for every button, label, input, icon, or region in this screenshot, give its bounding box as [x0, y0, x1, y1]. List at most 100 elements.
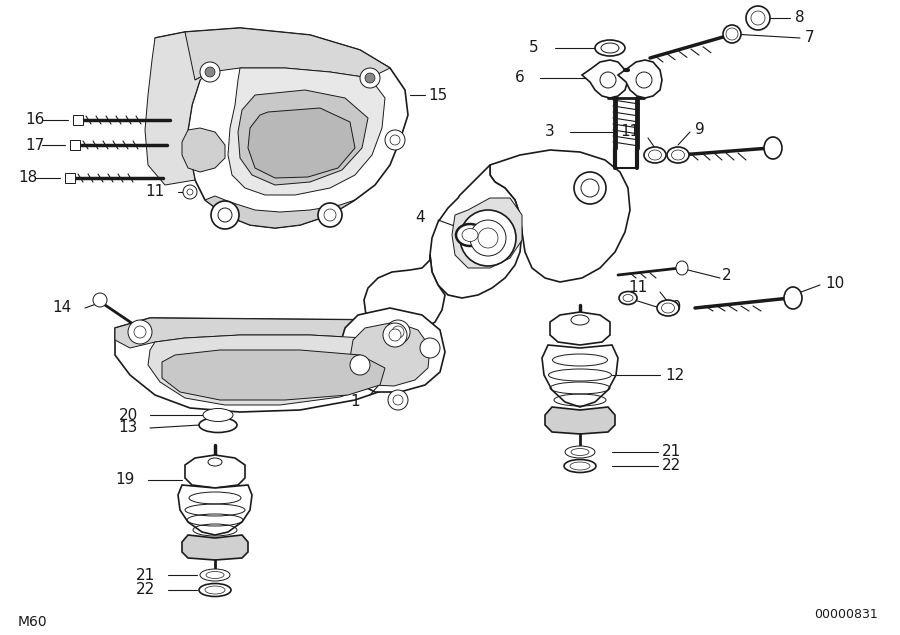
Ellipse shape — [784, 287, 802, 309]
Text: 22: 22 — [662, 458, 681, 474]
Circle shape — [360, 68, 380, 88]
Text: 20: 20 — [663, 300, 682, 316]
Ellipse shape — [649, 150, 662, 160]
Ellipse shape — [723, 25, 741, 43]
Polygon shape — [350, 322, 430, 386]
Polygon shape — [178, 485, 252, 535]
Text: 12: 12 — [665, 368, 684, 382]
Polygon shape — [185, 28, 390, 80]
Ellipse shape — [199, 584, 231, 596]
Polygon shape — [452, 198, 522, 268]
Text: 20: 20 — [119, 408, 138, 422]
Ellipse shape — [208, 458, 222, 466]
Ellipse shape — [662, 303, 674, 313]
Circle shape — [751, 11, 765, 25]
Text: 21: 21 — [662, 444, 681, 460]
Ellipse shape — [667, 147, 689, 163]
Circle shape — [581, 179, 599, 197]
Polygon shape — [490, 150, 630, 282]
Circle shape — [183, 185, 197, 199]
Ellipse shape — [671, 150, 685, 160]
Circle shape — [93, 293, 107, 307]
Circle shape — [383, 323, 407, 347]
Polygon shape — [340, 308, 445, 392]
Circle shape — [389, 329, 401, 341]
Polygon shape — [185, 455, 245, 488]
Polygon shape — [182, 128, 225, 172]
Ellipse shape — [570, 462, 590, 470]
Text: 11: 11 — [146, 185, 165, 199]
Ellipse shape — [205, 586, 225, 594]
Polygon shape — [70, 140, 80, 150]
Ellipse shape — [203, 408, 233, 422]
Polygon shape — [248, 108, 355, 178]
Polygon shape — [550, 312, 610, 345]
Circle shape — [390, 135, 400, 145]
Text: 14: 14 — [53, 300, 72, 316]
Text: 13: 13 — [119, 420, 138, 436]
Text: 16: 16 — [25, 112, 44, 128]
Polygon shape — [545, 407, 615, 434]
Polygon shape — [115, 318, 420, 412]
Circle shape — [218, 208, 232, 222]
Circle shape — [600, 72, 616, 88]
Polygon shape — [155, 28, 408, 228]
Polygon shape — [582, 60, 628, 98]
Text: 2: 2 — [722, 267, 732, 283]
Text: 19: 19 — [115, 472, 135, 488]
Polygon shape — [162, 350, 385, 400]
Circle shape — [350, 355, 370, 375]
Polygon shape — [145, 32, 210, 185]
Polygon shape — [542, 345, 618, 407]
Circle shape — [388, 390, 408, 410]
Text: 11: 11 — [621, 124, 640, 140]
Text: 8: 8 — [795, 11, 805, 25]
Circle shape — [574, 172, 606, 204]
Ellipse shape — [199, 417, 237, 432]
Circle shape — [187, 189, 193, 195]
Polygon shape — [430, 165, 522, 298]
Ellipse shape — [565, 446, 595, 458]
Circle shape — [726, 28, 738, 40]
Polygon shape — [205, 196, 355, 228]
Polygon shape — [238, 90, 368, 185]
Circle shape — [318, 203, 342, 227]
Ellipse shape — [601, 43, 619, 53]
Circle shape — [128, 320, 152, 344]
Circle shape — [420, 338, 440, 358]
Ellipse shape — [657, 300, 679, 316]
Circle shape — [470, 220, 506, 256]
Text: 21: 21 — [136, 568, 155, 582]
Circle shape — [365, 73, 375, 83]
Circle shape — [211, 201, 239, 229]
Ellipse shape — [595, 40, 625, 56]
Circle shape — [200, 62, 220, 82]
Polygon shape — [115, 318, 415, 348]
Text: 11: 11 — [629, 281, 648, 295]
Ellipse shape — [623, 295, 633, 302]
Text: 22: 22 — [136, 582, 155, 598]
Ellipse shape — [571, 448, 589, 455]
Text: 4: 4 — [416, 210, 425, 225]
Circle shape — [636, 72, 652, 88]
Circle shape — [393, 395, 403, 405]
Polygon shape — [182, 535, 248, 560]
Text: 18: 18 — [18, 171, 37, 185]
Circle shape — [386, 320, 410, 344]
Polygon shape — [65, 173, 75, 183]
Text: M60: M60 — [18, 615, 48, 629]
Text: 7: 7 — [805, 30, 814, 46]
Circle shape — [385, 130, 405, 150]
Text: 15: 15 — [428, 88, 447, 102]
Ellipse shape — [462, 229, 478, 241]
Circle shape — [205, 67, 215, 77]
Circle shape — [392, 326, 404, 338]
Text: 5: 5 — [528, 41, 538, 55]
Ellipse shape — [200, 569, 230, 581]
Circle shape — [134, 326, 146, 338]
Ellipse shape — [676, 261, 688, 275]
Ellipse shape — [764, 137, 782, 159]
Ellipse shape — [456, 224, 484, 246]
Text: 00000831: 00000831 — [814, 608, 878, 622]
Polygon shape — [73, 115, 83, 125]
